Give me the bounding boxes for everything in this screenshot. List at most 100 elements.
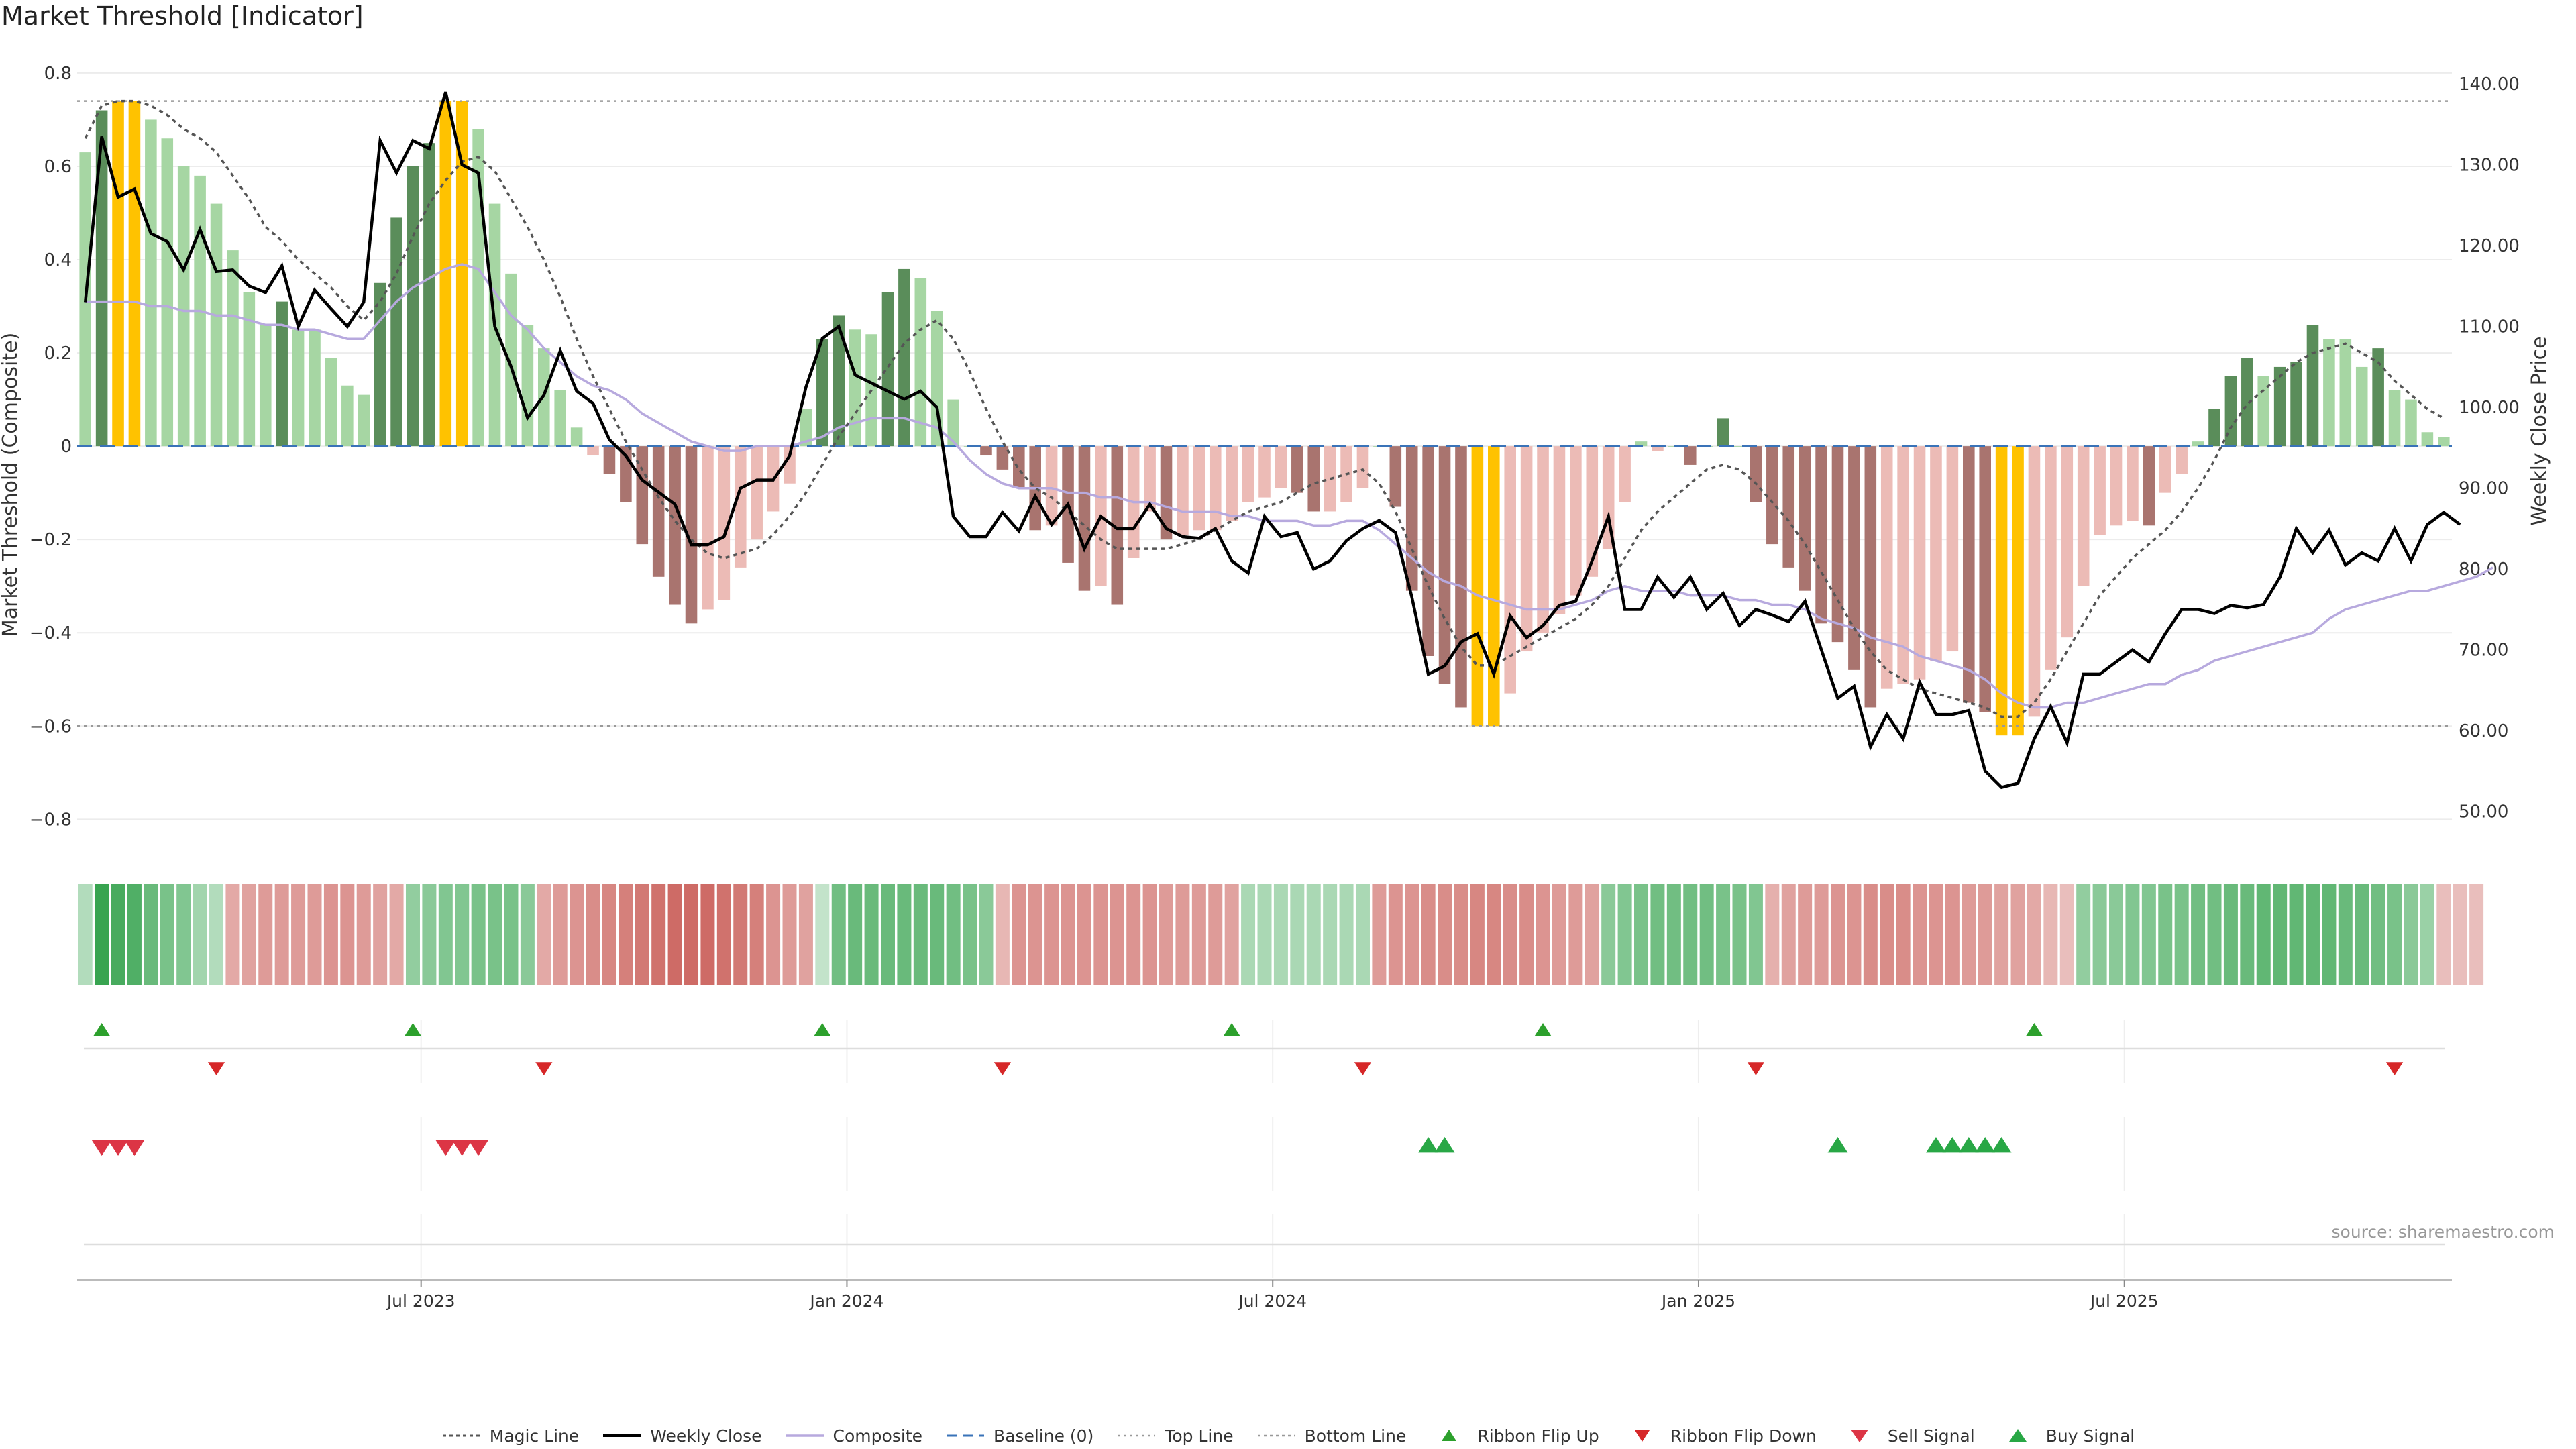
y-axis-label: Market Threshold (Composite) [0, 333, 22, 637]
legend-item-top: Top Line [1116, 1426, 1234, 1446]
legend-item-magic: Magic Line [441, 1426, 580, 1446]
legend-label: Composite [833, 1426, 922, 1446]
composite-bar [423, 143, 435, 447]
buy-signal-marker [1418, 1137, 1439, 1153]
composite-bar [1766, 446, 1778, 545]
ribbon-cell [340, 884, 355, 985]
x-tick-label: Jan 2025 [1660, 1291, 1735, 1311]
ribbon-cell [733, 884, 748, 985]
legend-label: Magic Line [489, 1426, 580, 1446]
composite-bar [1177, 446, 1189, 535]
composite-bar [210, 203, 223, 447]
composite-bar [1897, 446, 1909, 684]
ribbon-cell [1830, 884, 1845, 985]
composite-bar [554, 390, 566, 447]
composite-bar [407, 166, 419, 447]
legend-swatch-flipdown [1634, 1430, 1650, 1442]
ribbon-cell [2453, 884, 2467, 985]
ribbon-flip-down-marker [2385, 1062, 2404, 1075]
composite-bar [2224, 376, 2237, 447]
ribbon-cell [1355, 884, 1370, 985]
composite-bar [341, 385, 354, 447]
composite-bar [636, 446, 649, 545]
ribbon-cell [782, 884, 797, 985]
composite-bar [1717, 418, 1729, 447]
ribbon-cell [1994, 884, 2009, 985]
legend-swatch-top [1118, 1434, 1156, 1437]
ribbon-cell [963, 884, 977, 985]
ribbon-cell [1290, 884, 1305, 985]
ribbon-cell [225, 884, 240, 985]
ribbon-cell [504, 884, 519, 985]
composite-bar [276, 301, 288, 447]
ribbon-cell [1880, 884, 1894, 985]
ribbon-cell [2256, 884, 2271, 985]
ribbon-cell [586, 884, 600, 985]
ribbon-cell [913, 884, 928, 985]
ribbon-cell [2355, 884, 2369, 985]
composite-bar [227, 250, 239, 447]
composite-bar [2110, 446, 2123, 526]
ribbon-cell [2404, 884, 2418, 985]
buy-signal-marker [1827, 1137, 1848, 1153]
composite-bar [800, 409, 812, 447]
ribbon-cell [1224, 884, 1239, 985]
composite-bar [2012, 446, 2024, 736]
composite-bar [898, 268, 910, 447]
left-tick-label: 0.6 [44, 157, 72, 177]
legend-item-flipdown: Ribbon Flip Down [1622, 1426, 1817, 1446]
left-tick-label: −0.2 [30, 530, 72, 550]
composite-bar [1750, 446, 1762, 502]
composite-bar [1438, 446, 1451, 684]
composite-bar [1553, 446, 1566, 614]
legend-swatch-magic [442, 1434, 480, 1437]
ribbon-cell [749, 884, 764, 985]
ribbon-flip-up-marker [1534, 1023, 1552, 1036]
ribbon-cell [1306, 884, 1321, 985]
left-tick-label: 0.4 [44, 250, 72, 270]
composite-bar [685, 446, 698, 624]
left-tick-label: 0.8 [44, 64, 72, 84]
buy-signal-marker [1958, 1137, 1979, 1153]
ribbon-cell [815, 884, 830, 985]
ribbon-cell [127, 884, 142, 985]
composite-bar [1586, 446, 1599, 577]
composite-bar [2323, 339, 2335, 447]
ribbon-cell [2305, 884, 2320, 985]
composite-bar [95, 110, 108, 447]
legend-item-bottom: Bottom Line [1256, 1426, 1406, 1446]
ribbon-cell [1666, 884, 1681, 985]
composite-bar [734, 446, 747, 568]
composite-bar [881, 292, 894, 447]
composite-bar [1880, 446, 1893, 689]
composite-bar [1963, 446, 1975, 703]
ribbon-cell [1765, 884, 1780, 985]
sell-signal-marker [124, 1140, 145, 1156]
ribbon-cell [2240, 884, 2255, 985]
legend-label: Ribbon Flip Down [1670, 1426, 1817, 1446]
buy-signal-marker [1975, 1137, 1996, 1153]
composite-bar [1652, 446, 1664, 451]
composite-bar [2290, 362, 2302, 447]
ribbon-cell [373, 884, 388, 985]
right-tick-label: 50.00 [2459, 802, 2508, 822]
ribbon-flip-down-marker [994, 1062, 1012, 1075]
ribbon-cell [1847, 884, 1862, 985]
ribbon-cell [1683, 884, 1698, 985]
chart-title: Market Threshold [Indicator] [1, 1, 364, 31]
ribbon-flip-down-marker [1354, 1062, 1372, 1075]
ribbon-cell [1012, 884, 1026, 985]
composite-bar [1389, 446, 1402, 507]
legend-swatch-composite [786, 1434, 824, 1437]
source-note: source: sharemaestro.com [2331, 1222, 2555, 1242]
ribbon-cell [2436, 884, 2451, 985]
ribbon-cell [1978, 884, 1992, 985]
composite-bar [816, 339, 828, 447]
ribbon-cell [930, 884, 945, 985]
ribbon-cell [2322, 884, 2337, 985]
ribbon-cell [307, 884, 322, 985]
ribbon-cell [995, 884, 1010, 985]
composite-bar [1045, 446, 1058, 526]
ribbon-cell [1617, 884, 1632, 985]
